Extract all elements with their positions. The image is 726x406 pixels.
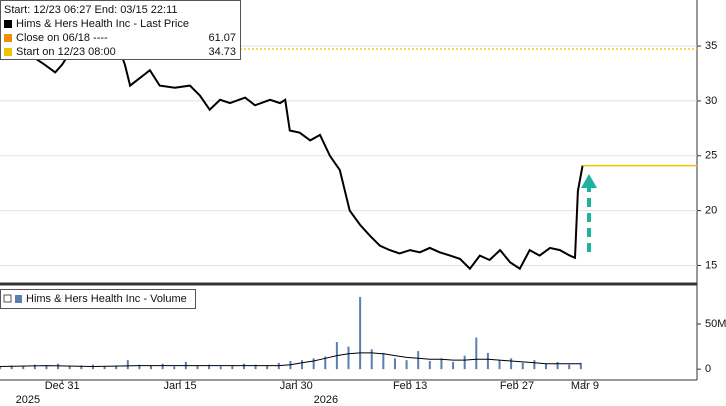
price-line [0, 33, 584, 271]
x-tick-label: Feb 13 [393, 380, 427, 392]
volume-bar [254, 364, 257, 370]
volume-bar [544, 363, 547, 370]
volume-bar [498, 360, 501, 370]
volume-bar [219, 366, 222, 370]
arrow-head [581, 174, 597, 188]
volume-bar [115, 365, 118, 370]
legend-swatch [4, 48, 12, 56]
x-tick-label: Mar 9 [571, 380, 599, 392]
volume-bar [33, 364, 36, 370]
y-tick-label: 20 [705, 205, 717, 217]
volume-bar [417, 351, 420, 370]
volume-bar [510, 358, 513, 370]
volume-bar [150, 365, 153, 370]
trend-arrow [581, 174, 597, 252]
volume-bar [208, 364, 211, 370]
volume-bar [405, 360, 408, 370]
legend-expand-icon [3, 294, 12, 303]
volume-bar [231, 365, 234, 370]
volume-bar [301, 360, 304, 370]
legend-swatch [4, 34, 12, 42]
volume-bar [440, 358, 443, 370]
volume-bar [126, 360, 129, 370]
volume-bar [312, 358, 315, 370]
volume-bar [10, 365, 13, 370]
volume-bar [568, 364, 571, 370]
x-tick-label: Jan 15 [164, 380, 197, 392]
volume-bar [45, 365, 48, 370]
volume-bar [579, 362, 582, 370]
volume-bar [103, 366, 106, 370]
volume-bar [556, 361, 559, 370]
volume-bar [138, 364, 141, 370]
legend-swatch [4, 20, 12, 28]
volume-bar [242, 363, 245, 370]
volume-bar [382, 352, 385, 370]
volume-bar [80, 365, 83, 370]
volume-bar [521, 362, 524, 370]
volume-bar [57, 363, 60, 370]
y-tick-label: 30 [705, 95, 717, 107]
volume-bar [475, 337, 478, 370]
y-tick-label: 25 [705, 150, 717, 162]
volume-bar [68, 366, 71, 370]
volume-bar [359, 296, 362, 370]
y-tick-label: 50M [705, 318, 726, 330]
x-year-label: 2025 [16, 394, 40, 406]
price-legend: Start: 12/23 06:27 End: 03/15 22:11 Hims… [0, 0, 241, 60]
legend-value: 34.73 [208, 46, 236, 58]
legend-box [0, 0, 241, 60]
volume-bar [533, 360, 536, 370]
legend-label: Hims & Hers Health Inc - Last Price [16, 18, 189, 30]
volume-bar [196, 365, 199, 370]
y-tick-label: 35 [705, 40, 717, 52]
legend-items: Close on 06/18 ---- 61.07 Start on 12/23 0… [4, 32, 236, 58]
legend-label: Close on 06/18 ---- [16, 32, 108, 44]
volume-bar [393, 358, 396, 370]
x-tick-label: Dec 31 [45, 380, 80, 392]
volume-bar [161, 363, 164, 370]
price-line [0, 352, 581, 368]
volume-bar [486, 352, 489, 370]
x-tick-label: Jan 30 [280, 380, 313, 392]
volume-bar [452, 361, 455, 370]
volume-bar [428, 361, 431, 370]
x-tick-label: Feb 27 [500, 380, 534, 392]
legend-label: Start on 12/23 08:00 [16, 46, 116, 58]
x-year-label: 2026 [314, 394, 338, 406]
volume-bar [0, 366, 1, 370]
legend-value: 61.07 [208, 32, 236, 44]
legend-header: Start: 12/23 06:27 End: 03/15 22:11 [4, 4, 178, 16]
volume-bar [173, 366, 176, 370]
volume-bar [347, 346, 350, 370]
volume-legend: Hims & Hers Health Inc - Volume [0, 289, 196, 309]
y-tick-label: 15 [705, 259, 717, 271]
legend-label: Hims & Hers Health Inc - Volume [26, 293, 187, 305]
volume-bar [22, 366, 25, 370]
volume-bar [463, 355, 466, 370]
legend-swatch [15, 295, 22, 303]
legend-box [0, 289, 196, 309]
volume-bar [324, 356, 327, 370]
volume-bar [370, 349, 373, 370]
volume-bar [266, 365, 269, 370]
y-tick-label: 0 [705, 363, 711, 375]
